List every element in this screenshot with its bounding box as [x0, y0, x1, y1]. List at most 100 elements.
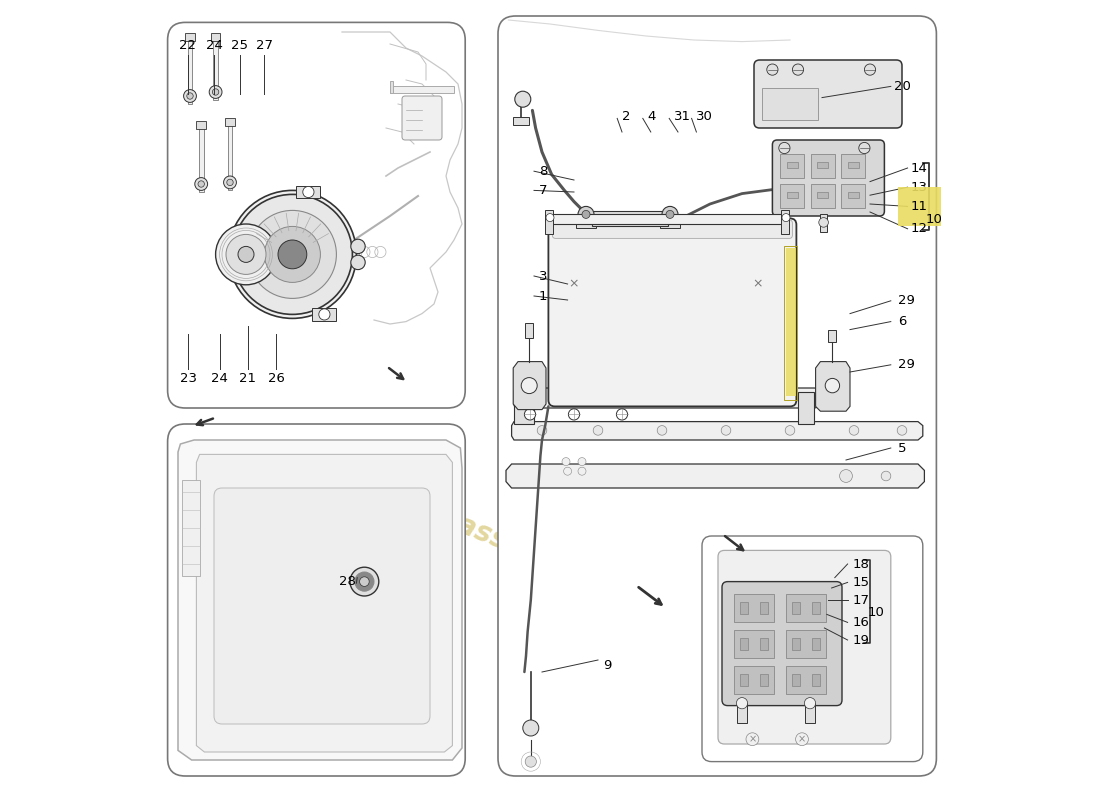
Circle shape: [865, 64, 876, 75]
Bar: [296, 186, 320, 198]
Circle shape: [792, 64, 804, 75]
Text: 9: 9: [604, 659, 612, 672]
FancyBboxPatch shape: [214, 488, 430, 724]
Circle shape: [578, 206, 594, 222]
Circle shape: [522, 720, 539, 736]
Text: a passion for parts: a passion for parts: [408, 492, 692, 628]
Text: 22: 22: [179, 39, 196, 52]
Circle shape: [232, 194, 352, 314]
Circle shape: [785, 426, 795, 435]
Polygon shape: [514, 362, 546, 410]
Text: 26: 26: [268, 372, 285, 385]
Circle shape: [187, 93, 194, 99]
Circle shape: [662, 206, 678, 222]
Text: 23: 23: [180, 372, 197, 385]
Bar: [780, 154, 804, 178]
Bar: [760, 602, 768, 614]
Bar: [792, 602, 801, 614]
Text: 6: 6: [898, 315, 906, 328]
Bar: [786, 666, 826, 694]
Bar: [786, 192, 798, 198]
Bar: [848, 162, 859, 168]
FancyBboxPatch shape: [718, 550, 891, 744]
Text: 18: 18: [852, 558, 869, 570]
Bar: [199, 124, 204, 192]
Circle shape: [767, 64, 778, 75]
Text: 16: 16: [852, 616, 869, 629]
Bar: [812, 602, 820, 614]
Bar: [213, 36, 218, 100]
Text: 29: 29: [898, 294, 915, 307]
Text: 4: 4: [648, 110, 656, 122]
Bar: [798, 392, 814, 424]
Circle shape: [264, 226, 320, 282]
Bar: [740, 602, 748, 614]
Bar: [390, 81, 393, 93]
Circle shape: [525, 409, 536, 420]
Bar: [811, 184, 835, 208]
Circle shape: [195, 178, 208, 190]
Circle shape: [818, 218, 828, 227]
Bar: [805, 703, 815, 723]
Bar: [848, 192, 859, 198]
FancyBboxPatch shape: [772, 140, 884, 216]
Circle shape: [319, 309, 330, 320]
Bar: [390, 86, 454, 93]
Circle shape: [582, 210, 590, 218]
Polygon shape: [197, 454, 452, 752]
Circle shape: [360, 577, 370, 586]
Bar: [197, 121, 206, 129]
Text: E: E: [780, 59, 832, 133]
Circle shape: [302, 186, 313, 198]
Bar: [821, 214, 827, 232]
Bar: [812, 638, 820, 650]
Circle shape: [859, 142, 870, 154]
Circle shape: [578, 467, 586, 475]
Circle shape: [249, 210, 337, 298]
FancyBboxPatch shape: [167, 424, 465, 776]
Circle shape: [278, 240, 307, 269]
Circle shape: [881, 471, 891, 481]
Bar: [786, 594, 826, 622]
Circle shape: [746, 733, 759, 746]
Bar: [786, 630, 826, 658]
Text: 24: 24: [211, 372, 228, 385]
Circle shape: [782, 214, 790, 222]
Circle shape: [227, 179, 233, 186]
Circle shape: [578, 458, 586, 466]
Bar: [312, 308, 337, 321]
Circle shape: [216, 224, 276, 285]
Circle shape: [226, 234, 266, 274]
Circle shape: [351, 255, 365, 270]
Circle shape: [593, 426, 603, 435]
Bar: [786, 162, 798, 168]
Circle shape: [722, 426, 730, 435]
FancyBboxPatch shape: [702, 536, 923, 762]
Bar: [842, 154, 866, 178]
FancyBboxPatch shape: [549, 218, 796, 406]
Text: 2: 2: [621, 110, 630, 122]
Bar: [550, 214, 786, 224]
FancyBboxPatch shape: [722, 582, 842, 706]
Circle shape: [198, 181, 205, 187]
Circle shape: [223, 176, 236, 189]
Circle shape: [666, 210, 674, 218]
Circle shape: [804, 698, 815, 709]
Circle shape: [238, 246, 254, 262]
Circle shape: [521, 378, 537, 394]
Text: 21: 21: [239, 372, 256, 385]
Bar: [734, 666, 774, 694]
Bar: [592, 211, 668, 226]
Bar: [660, 216, 680, 228]
Circle shape: [562, 458, 570, 466]
Bar: [760, 638, 768, 650]
Bar: [226, 118, 234, 126]
Circle shape: [184, 90, 197, 102]
Circle shape: [546, 214, 554, 222]
Text: E: E: [836, 59, 888, 133]
Text: 28: 28: [339, 575, 356, 588]
Bar: [737, 703, 747, 723]
Text: 20: 20: [894, 80, 911, 93]
Bar: [817, 162, 828, 168]
Polygon shape: [815, 362, 850, 411]
